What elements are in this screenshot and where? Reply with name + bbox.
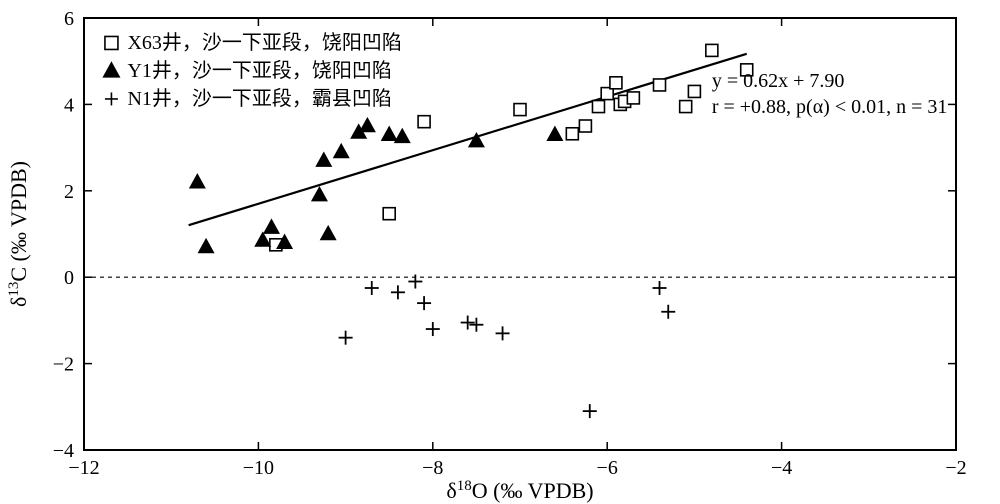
marker-square [514,104,526,116]
marker-square [627,92,639,104]
y-tick-label: −4 [53,440,74,462]
y-tick-label: −2 [53,354,74,376]
equation-line2: r = +0.88, p(α) < 0.01, n = 31 [712,96,948,118]
legend-label: N1井，沙一下亚段，霸县凹陷 [127,87,391,110]
marker-square [610,77,622,89]
x-tick-label: −10 [243,457,274,479]
y-tick-label: 6 [64,8,74,30]
marker-square [418,116,430,128]
x-tick-label: −2 [945,457,966,479]
marker-square [566,128,578,140]
y-tick-label: 0 [64,267,74,289]
y-tick-label: 2 [64,181,74,203]
x-tick-label: −8 [422,457,443,479]
marker-square [592,101,604,113]
legend-label: Y1井，沙一下亚段，饶阳凹陷 [127,59,391,82]
marker-square [688,85,700,97]
marker-square [654,79,666,91]
legend-label: X63井，沙一下亚段，饶阳凹陷 [127,31,401,54]
y-tick-label: 4 [64,94,74,116]
marker-square [383,208,395,220]
x-tick-label: −4 [771,457,792,479]
marker-square [105,36,118,49]
scatter-chart: −12−10−8−6−4−2−4−20246δ18O (‰ VPDB)δ13C … [0,0,1000,504]
x-tick-label: −6 [597,457,618,479]
marker-square [579,120,591,132]
equation-line1: y = 0.62x + 7.90 [712,70,845,92]
marker-square [706,44,718,56]
legend: X63井，沙一下亚段，饶阳凹陷 Y1井，沙一下亚段，饶阳凹陷 N1井，沙一下亚段，霸… [104,31,402,110]
marker-square [680,101,692,113]
